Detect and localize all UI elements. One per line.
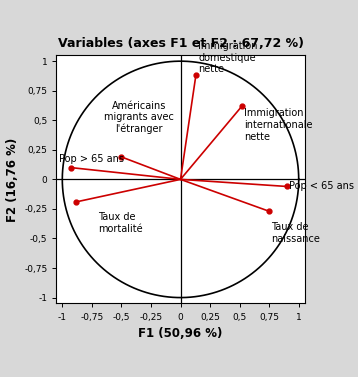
Text: Pop > 65 ans: Pop > 65 ans <box>59 154 124 164</box>
Title: Variables (axes F1 et F2 : 67,72 %): Variables (axes F1 et F2 : 67,72 %) <box>58 37 304 50</box>
Text: Taux de
mortalité: Taux de mortalité <box>98 213 142 234</box>
Text: Taux de
naissance: Taux de naissance <box>271 222 320 244</box>
Text: Immigration
internationale
nette: Immigration internationale nette <box>245 109 313 142</box>
Text: Immigration
domestique
nette: Immigration domestique nette <box>198 41 258 74</box>
Y-axis label: F2 (16,76 %): F2 (16,76 %) <box>6 137 19 222</box>
X-axis label: F1 (50,96 %): F1 (50,96 %) <box>138 327 223 340</box>
Text: Pop < 65 ans: Pop < 65 ans <box>289 181 354 192</box>
Text: Américains
migrants avec
l'étranger: Américains migrants avec l'étranger <box>104 101 174 135</box>
